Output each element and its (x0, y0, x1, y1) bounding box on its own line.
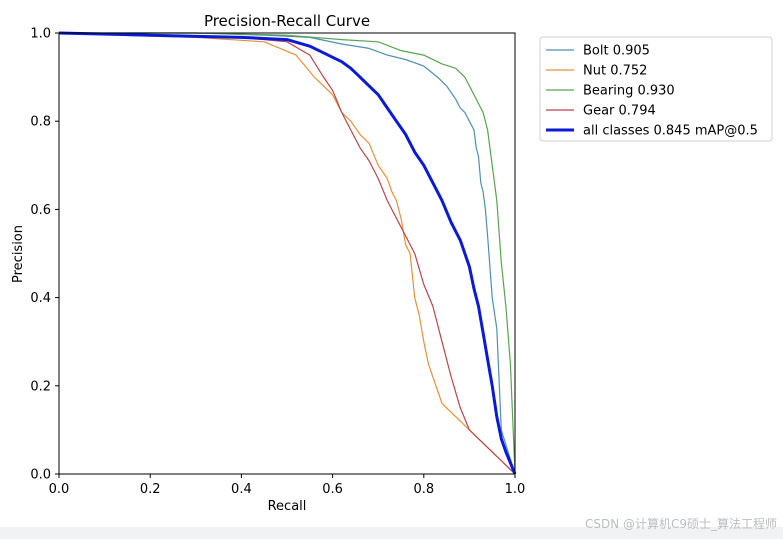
footer-strip (0, 527, 783, 539)
legend-label-0: Bolt 0.905 (583, 44, 650, 59)
y-tick-label: 0.6 (30, 203, 51, 218)
y-tick-label: 1.0 (30, 27, 51, 42)
series-line-4 (58, 31, 517, 475)
y-tick-label: 0.4 (30, 291, 51, 306)
series-line-3 (58, 32, 516, 475)
plot-frame (58, 32, 516, 475)
legend-label-3: Gear 0.794 (583, 104, 656, 119)
y-tick-label: 0.0 (30, 468, 51, 483)
y-axis-label: Precision (11, 225, 26, 283)
legend-box (539, 36, 773, 142)
legend-label-4: all classes 0.845 mAP@0.5 (583, 124, 758, 139)
y-axis-ticks: 0.0 0.2 0.4 0.6 0.8 1.0 (30, 27, 59, 483)
legend-label-1: Nut 0.752 (583, 64, 647, 79)
x-axis-ticks: 0.0 0.2 0.4 0.6 0.8 1.0 (49, 474, 526, 497)
series-line-0 (59, 32, 516, 475)
legend-items: Bolt 0.905 Nut 0.752 Bearing 0.930 Gear 0.7… (546, 44, 758, 139)
x-tick-label: 0.2 (140, 482, 161, 497)
x-tick-label: 0.0 (49, 482, 70, 497)
x-axis-label: Recall (268, 499, 307, 514)
series-line-1 (58, 32, 516, 475)
x-tick-label: 0.8 (413, 482, 434, 497)
series-lines (58, 31, 517, 475)
series-line-2 (59, 32, 516, 475)
x-tick-label: 0.6 (322, 482, 343, 497)
x-tick-label: 0.4 (231, 482, 252, 497)
legend-label-2: Bearing 0.930 (583, 84, 675, 99)
x-tick-label: 1.0 (505, 482, 526, 497)
y-tick-label: 0.8 (30, 115, 51, 130)
y-tick-label: 0.2 (30, 379, 51, 394)
chart-title: Precision-Recall Curve (204, 12, 370, 30)
legend: Bolt 0.905 Nut 0.752 Bearing 0.930 Gear 0.7… (539, 36, 773, 142)
watermark: CSDN @计算机C9硕士_算法工程师 (584, 517, 777, 531)
